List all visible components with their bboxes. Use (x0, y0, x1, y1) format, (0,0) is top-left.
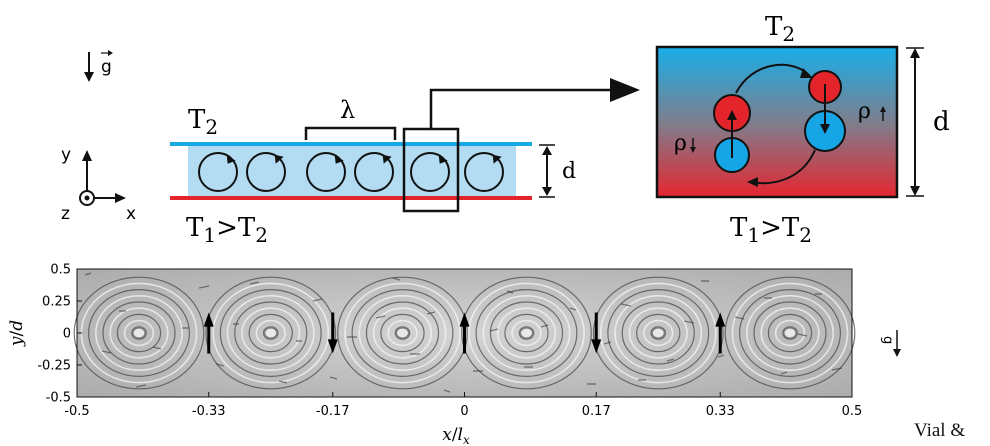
y-tick-label: 0.25 (42, 295, 71, 310)
zoom-panel: T2 ρ ρ d T1>T2 (655, 12, 950, 247)
zoom-top-label: T2 (765, 12, 795, 46)
flow-visualization-plot: -0.5 -0.33 -0.17 0 0.17 0.33 0.5 0.5 0.25 0 -0.25… (7, 263, 901, 446)
streamline-texture (73, 272, 856, 393)
vortex-streaks (337, 276, 468, 390)
x-tick-label: 0 (460, 404, 468, 419)
convection-rolls (198, 152, 504, 192)
axis-x-label: x (126, 204, 136, 224)
y-tick: 0.25 (42, 295, 82, 310)
convection-cell: λ d T2 T1>T2 (170, 78, 640, 247)
y-axis-ticks: 0.5 0.25 0 -0.25 -0.5 (37, 263, 82, 406)
flow-arrow-up (459, 312, 470, 354)
axis-y-label: y (61, 145, 71, 165)
rho-right-label: ρ (858, 99, 871, 124)
zoom-bottom-label: T1>T2 (730, 213, 812, 247)
x-tick-label: 0.33 (706, 404, 735, 419)
x-axis-ticks: -0.5 -0.33 -0.17 0 0.17 0.33 0.5 (64, 392, 862, 419)
wavelength-bracket: λ (304, 96, 397, 140)
convection-roll (306, 152, 346, 192)
vortex-streaks (205, 276, 337, 390)
y-tick-label: -0.25 (37, 359, 71, 374)
plot-gravity-label: g (880, 336, 895, 344)
rho-left-label: ρ (674, 131, 687, 156)
axis-z-label: z (61, 204, 70, 224)
circulation-bottom-arrow (751, 149, 816, 185)
convection-roll (410, 152, 450, 192)
y-tick: -0.25 (37, 359, 82, 374)
x-tick: -0.33 (192, 392, 226, 419)
wavelength-label: λ (340, 96, 355, 124)
gravity-label: g (101, 57, 112, 77)
bottom-temperature-label: T1>T2 (186, 213, 268, 247)
gap-indicator: d (539, 144, 576, 198)
y-tick-label: 0.5 (50, 263, 71, 278)
fluid-layer (188, 146, 516, 196)
y-tick-label: -0.5 (46, 391, 71, 406)
x-tick: -0.5 (64, 392, 90, 419)
x-tick: 0.33 (706, 392, 735, 419)
flow-arrow-up (203, 312, 214, 354)
vortex-streaks (724, 276, 856, 390)
coordinate-axes: y x z (61, 145, 136, 224)
zoom-connector (429, 88, 610, 129)
x-tick-label: 0.5 (842, 404, 863, 419)
x-tick-label: -0.33 (192, 404, 226, 419)
x-tick-label: -0.5 (64, 404, 89, 419)
y-tick: 0 (63, 327, 82, 342)
convection-roll (464, 152, 504, 192)
vortex-streaks (461, 276, 592, 390)
zoom-arrowhead (610, 78, 640, 102)
y-axis-label: y/d (7, 320, 27, 347)
y-tick-label: 0 (63, 327, 71, 342)
flow-arrow-down (327, 312, 338, 354)
credit-text: Vial & (914, 420, 966, 441)
flow-arrow-down (591, 312, 602, 354)
zoom-height-label: d (933, 107, 950, 137)
circulation-top-arrow (735, 63, 809, 94)
gap-label: d (562, 159, 576, 184)
plot-gravity-indicator: g (880, 330, 901, 357)
flow-arrow-up (715, 312, 726, 354)
convection-roll (246, 152, 286, 192)
x-axis-label: x/lx (442, 425, 470, 446)
top-temperature-label: T2 (188, 105, 218, 139)
convection-roll (198, 152, 238, 192)
y-tick: 0.5 (50, 263, 82, 278)
x-tick-label: 0.17 (582, 404, 611, 419)
x-tick: 0.5 (842, 392, 863, 419)
x-tick: 0 (460, 392, 469, 419)
x-tick: 0.17 (582, 392, 611, 419)
y-tick: -0.5 (46, 391, 82, 406)
x-tick-label: -0.17 (316, 404, 350, 419)
flow-direction-arrows (203, 312, 726, 354)
convection-roll (354, 152, 394, 192)
zoom-box (655, 45, 899, 199)
gravity-indicator: g (84, 50, 113, 82)
x-tick: -0.17 (316, 392, 350, 419)
vortex-streaks (592, 276, 724, 390)
